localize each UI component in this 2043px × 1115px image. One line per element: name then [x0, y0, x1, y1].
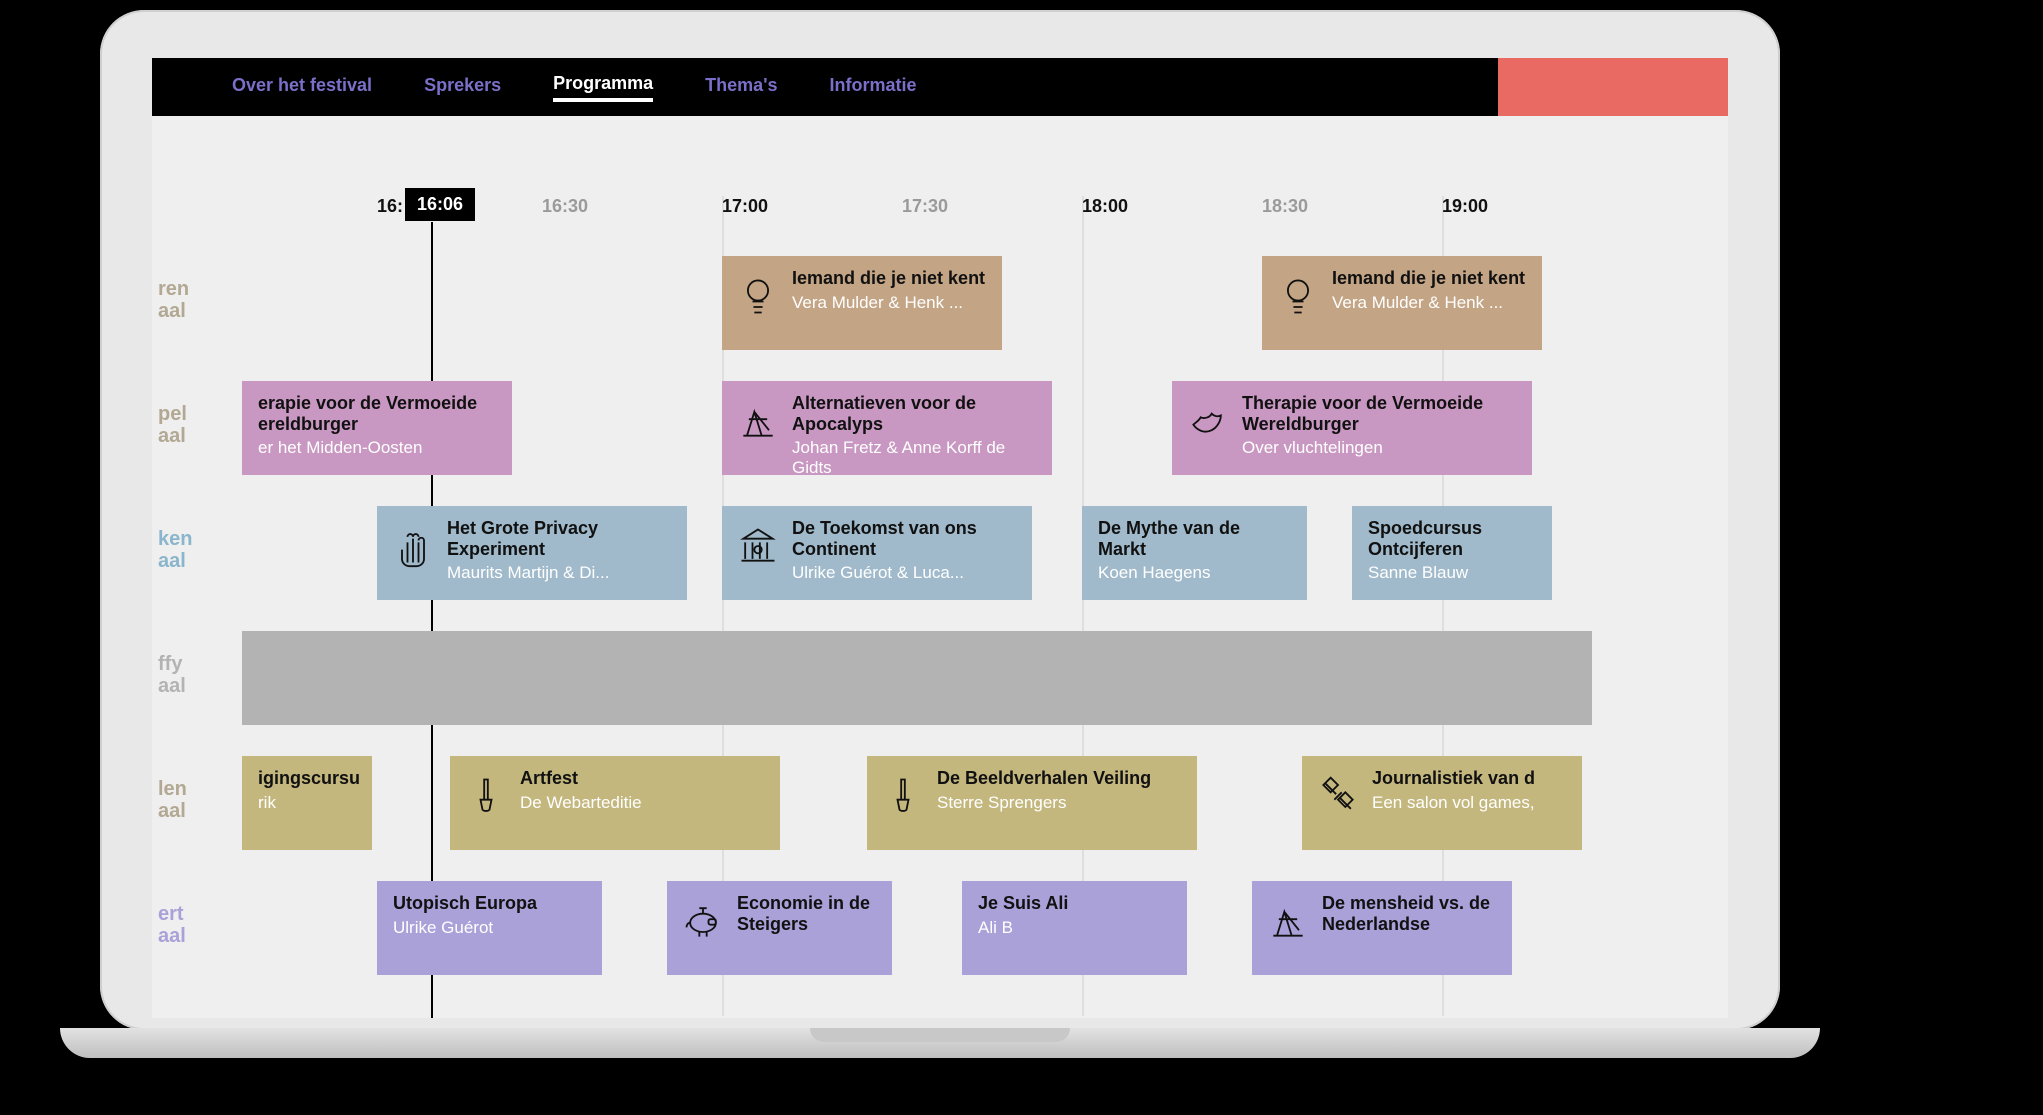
event-subtitle: Sanne Blauw	[1368, 563, 1536, 583]
laptop-notch	[810, 1028, 1070, 1042]
event-card[interactable]: De Toekomst van ons Continent Ulrike Guér…	[722, 506, 1032, 600]
time-label: 18:00	[1082, 196, 1128, 217]
event-title: Het Grote Privacy Experiment	[447, 518, 671, 559]
event-subtitle: Vera Mulder & Henk ...	[1332, 293, 1526, 313]
event-title: De Beeldverhalen Veiling	[937, 768, 1181, 789]
event-title: Artfest	[520, 768, 764, 789]
oil-icon	[1266, 899, 1310, 943]
event-subtitle: Ali B	[978, 918, 1171, 938]
row-label: ffy aal	[152, 653, 212, 697]
bulb-icon	[736, 274, 780, 318]
event-card[interactable]: De mensheid vs. de Nederlandse	[1252, 881, 1512, 975]
pig-icon	[681, 899, 725, 943]
row-label: ren aal	[152, 278, 212, 322]
schedule-content: 16:16:3017:0017:3018:0018:3019:0016:06Ie…	[152, 196, 1728, 1016]
sat-icon	[1316, 774, 1360, 818]
event-card[interactable]: Het Grote Privacy Experiment Maurits Mart…	[377, 506, 687, 600]
brush-icon	[881, 774, 925, 818]
event-subtitle: Sterre Sprengers	[937, 793, 1181, 813]
now-marker: 16:06	[405, 188, 475, 221]
temple-icon	[736, 524, 780, 568]
event-title: Spoedcursus Ontcijferen	[1368, 518, 1536, 559]
event-subtitle: Koen Haegens	[1098, 563, 1291, 583]
time-label: 17:00	[722, 196, 768, 217]
event-title: De Mythe van de Markt	[1098, 518, 1291, 559]
event-title: Je Suis Ali	[978, 893, 1171, 914]
event-title: Alternatieven voor de Apocalyps	[792, 393, 1036, 434]
time-label: 16:	[377, 196, 403, 217]
event-title: Therapie voor de Vermoeide Wereldburger	[1242, 393, 1516, 434]
time-label: 16:30	[542, 196, 588, 217]
row-label: ken aal	[152, 528, 212, 572]
hand-icon	[391, 524, 435, 568]
event-subtitle: Vera Mulder & Henk ...	[792, 293, 986, 313]
brush-icon	[464, 774, 508, 818]
event-title: De Toekomst van ons Continent	[792, 518, 1016, 559]
laptop-frame: Over het festival Sprekers Programma The…	[100, 10, 1780, 1030]
navbar: Over het festival Sprekers Programma The…	[152, 58, 1728, 116]
event-card[interactable]: Spoedcursus Ontcijferen Sanne Blauw	[1352, 506, 1552, 600]
time-label: 17:30	[902, 196, 948, 217]
event-subtitle: Ulrike Guérot	[393, 918, 586, 938]
event-card[interactable]: Journalistiek van d Een salon vol games,	[1302, 756, 1582, 850]
event-card[interactable]: Economie in de Steigers	[667, 881, 892, 975]
event-card[interactable]: Iemand die je niet kent Vera Mulder & Hen…	[1262, 256, 1542, 350]
nav-themas[interactable]: Thema's	[705, 75, 777, 100]
navbar-accent	[1498, 58, 1728, 116]
event-subtitle: Een salon vol games,	[1372, 793, 1566, 813]
time-label: 18:30	[1262, 196, 1308, 217]
nav-sprekers[interactable]: Sprekers	[424, 75, 501, 100]
event-subtitle: er het Midden-Oosten	[258, 438, 496, 458]
event-subtitle: De Webarteditie	[520, 793, 764, 813]
event-title: De mensheid vs. de Nederlandse	[1322, 893, 1496, 934]
event-title: Iemand die je niet kent	[792, 268, 986, 289]
event-card[interactable]: Alternatieven voor de Apocalyps Johan Fre…	[722, 381, 1052, 475]
event-card[interactable]: Iemand die je niet kent Vera Mulder & Hen…	[722, 256, 1002, 350]
event-card[interactable]: De Mythe van de Markt Koen Haegens	[1082, 506, 1307, 600]
event-subtitle: Maurits Martijn & Di...	[447, 563, 671, 583]
timeline-area[interactable]: 16:16:3017:0017:3018:0018:3019:0016:06Ie…	[242, 196, 1728, 1016]
event-title: igingscursu	[258, 768, 356, 789]
event-card[interactable]: De Beeldverhalen Veiling Sterre Sprengers	[867, 756, 1197, 850]
event-title: Iemand die je niet kent	[1332, 268, 1526, 289]
event-subtitle: rik	[258, 793, 356, 813]
row-label: ert aal	[152, 903, 212, 947]
nav-informatie[interactable]: Informatie	[829, 75, 916, 100]
event-title: erapie voor de Vermoeide ereldburger	[258, 393, 496, 434]
event-card[interactable]: Utopisch Europa Ulrike Guérot	[377, 881, 602, 975]
app-screen: Over het festival Sprekers Programma The…	[152, 58, 1728, 1018]
event-subtitle: Johan Fretz & Anne Korff de Gidts	[792, 438, 1036, 475]
event-title: Journalistiek van d	[1372, 768, 1566, 789]
bulb-icon	[1276, 274, 1320, 318]
row-label: len aal	[152, 778, 212, 822]
laptop-base	[60, 1028, 1820, 1058]
event-subtitle: Over vluchtelingen	[1242, 438, 1516, 458]
event-title: Economie in de Steigers	[737, 893, 876, 934]
dove-icon	[1186, 399, 1230, 443]
event-card[interactable]	[242, 631, 1592, 725]
nav-over-festival[interactable]: Over het festival	[232, 75, 372, 100]
time-label: 19:00	[1442, 196, 1488, 217]
event-subtitle: Ulrike Guérot & Luca...	[792, 563, 1016, 583]
event-card[interactable]: igingscursu rik	[242, 756, 372, 850]
event-card[interactable]: Artfest De Webarteditie	[450, 756, 780, 850]
event-card[interactable]: Je Suis Ali Ali B	[962, 881, 1187, 975]
oil-icon	[736, 399, 780, 443]
row-label: pel aal	[152, 403, 212, 447]
nav-programma[interactable]: Programma	[553, 73, 653, 102]
event-card[interactable]: Therapie voor de Vermoeide Wereldburger O…	[1172, 381, 1532, 475]
event-card[interactable]: erapie voor de Vermoeide ereldburger er h…	[242, 381, 512, 475]
event-title: Utopisch Europa	[393, 893, 586, 914]
